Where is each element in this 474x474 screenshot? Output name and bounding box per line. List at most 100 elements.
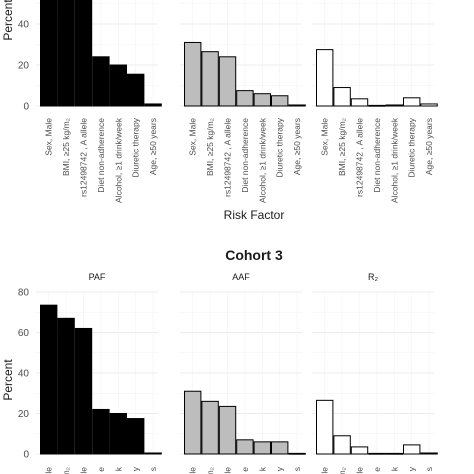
- cohort-title: Cohort 3: [225, 247, 283, 263]
- bar-c1-p2-6: [420, 452, 438, 455]
- category-tick-label: e: [372, 467, 382, 472]
- category-tick-label: BMI, ≥25 kg/m₂: [337, 118, 347, 176]
- bar-c0-p0-4: [109, 64, 127, 107]
- bar-c0-p1-1: [201, 51, 219, 107]
- bar-c1-p0-6: [144, 452, 162, 455]
- category-tick-label: Diet non-adherence: [240, 118, 250, 193]
- bar-c1-p1-2: [218, 405, 237, 455]
- bar-c0-p0-3: [92, 56, 110, 107]
- category-tick-label: Diuretic therapy: [407, 117, 417, 177]
- panel-strip-label: R₂: [368, 272, 378, 282]
- bar-c0-p0-5: [127, 73, 145, 107]
- bar-c0-p2-6: [420, 103, 438, 107]
- panel-strip-label: PAF: [89, 272, 106, 282]
- category-tick-label: Sex, Male: [320, 118, 330, 156]
- category-tick-label: y: [131, 466, 141, 471]
- bar-c1-p1-5: [271, 441, 289, 455]
- category-tick-label: Alcohol, ≥1 drink/week: [389, 117, 399, 203]
- bar-c1-p2-3: [368, 452, 386, 455]
- category-tick-label: s: [148, 467, 158, 471]
- category-tick-label: rs12498742 , A allele: [355, 118, 365, 197]
- bar-c1-p0-4: [109, 413, 127, 455]
- bar-c0-p1-3: [236, 90, 254, 107]
- category-tick-label: e: [96, 467, 106, 472]
- category-tick-label: e: [240, 467, 250, 472]
- category-tick-label: Sex, Male: [44, 118, 54, 156]
- y-tick-label: 40: [18, 369, 30, 380]
- bar-c1-p2-5: [403, 444, 421, 455]
- category-tick-label: Age, ≥50 years: [424, 118, 434, 175]
- x-axis-title: Risk Factor: [224, 208, 285, 222]
- category-tick-label: le: [188, 467, 198, 474]
- bar-c1-p2-0: [316, 399, 334, 455]
- category-tick-label: le: [44, 467, 54, 474]
- bar-c0-p2-0: [316, 49, 334, 107]
- y-tick-label: 0: [23, 450, 29, 461]
- y-axis-title: Percent: [1, 0, 15, 41]
- category-tick-label: le: [320, 467, 330, 474]
- panel-strip-label: AAF: [232, 272, 250, 282]
- bar-c1-p1-0: [184, 390, 202, 455]
- bar-c1-p1-4: [253, 441, 272, 455]
- bar-c1-p0-2: [74, 327, 93, 455]
- category-tick-label: m₂: [61, 467, 71, 474]
- bar-c1-p1-3: [236, 439, 254, 455]
- category-tick-label: Age, ≥50 years: [148, 118, 158, 175]
- category-tick-label: Diet non-adherence: [96, 118, 106, 193]
- bar-c0-p1-0: [184, 41, 202, 107]
- category-tick-label: y: [275, 466, 285, 471]
- category-tick-label: Diuretic therapy: [131, 117, 141, 177]
- bar-c0-p2-5: [403, 97, 421, 107]
- y-tick-label: 60: [18, 328, 30, 339]
- category-tick-label: k: [389, 466, 399, 471]
- y-tick-label: 20: [18, 61, 30, 72]
- bar-c1-p2-1: [333, 435, 351, 455]
- bar-c0-p0-0: [40, 0, 58, 107]
- y-axis-title: Percent: [1, 359, 15, 401]
- category-tick-label: rs12498742 , A allele: [79, 118, 89, 197]
- category-tick-label: BMI, ≥25 kg/m₂: [205, 118, 215, 176]
- bar-c0-p0-1: [57, 0, 75, 107]
- category-tick-label: le: [223, 467, 233, 474]
- category-tick-label: Diet non-adherence: [372, 118, 382, 193]
- category-tick-label: BMI, ≥25 kg/m₂: [61, 118, 71, 176]
- category-tick-label: s: [424, 467, 434, 471]
- category-tick-label: Alcohol, ≥1 drink/week: [113, 117, 123, 203]
- bar-c0-p2-1: [333, 87, 351, 107]
- category-tick-label: y: [407, 466, 417, 471]
- bar-c1-p0-0: [40, 304, 58, 455]
- bar-c1-p0-1: [57, 317, 75, 455]
- category-tick-label: m₂: [205, 467, 215, 474]
- category-tick-label: le: [79, 467, 89, 474]
- category-tick-label: Alcohol, ≥1 drink/week: [257, 117, 267, 203]
- bar-c1-p0-3: [92, 408, 110, 455]
- bar-c0-p0-2: [74, 0, 93, 107]
- bar-c0-p0-6: [144, 103, 162, 107]
- bar-c0-p2-2: [350, 98, 369, 107]
- category-tick-label: m₂: [337, 467, 347, 474]
- bar-c1-p2-4: [385, 452, 404, 455]
- y-tick-label: 20: [18, 409, 30, 420]
- category-tick-label: s: [292, 467, 302, 471]
- y-tick-label: 80: [18, 288, 30, 299]
- bar-c1-p1-1: [201, 400, 219, 455]
- category-tick-label: le: [355, 467, 365, 474]
- bar-c0-p2-4: [385, 104, 404, 107]
- bar-c1-p1-6: [288, 452, 306, 455]
- bar-c0-p1-5: [271, 95, 289, 107]
- category-tick-label: Sex, Male: [188, 118, 198, 156]
- bar-c0-p1-2: [218, 56, 237, 107]
- category-tick-label: k: [257, 466, 267, 471]
- bar-c1-p0-5: [127, 418, 145, 455]
- category-tick-label: Diuretic therapy: [275, 117, 285, 177]
- category-tick-label: Age, ≥50 years: [292, 118, 302, 175]
- category-tick-label: rs12498742 , A allele: [223, 118, 233, 197]
- category-tick-label: k: [113, 466, 123, 471]
- y-tick-label: 0: [23, 102, 29, 113]
- bar-c1-p2-2: [350, 446, 369, 455]
- bar-c0-p1-6: [288, 104, 306, 107]
- bar-c0-p1-4: [253, 93, 272, 107]
- bar-c0-p2-3: [368, 104, 386, 107]
- y-tick-label: 40: [18, 20, 30, 31]
